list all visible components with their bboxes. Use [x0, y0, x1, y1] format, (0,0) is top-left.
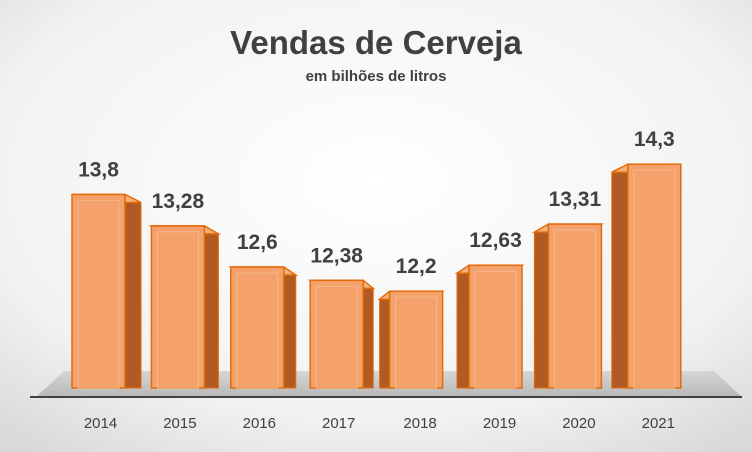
bar-front-2021	[627, 163, 682, 389]
x-tick-label-2015: 2015	[163, 415, 196, 432]
bar-front-2017	[309, 279, 364, 389]
bar-2015	[148, 225, 222, 389]
bar-front-2020	[547, 223, 603, 389]
bar-front-2015	[150, 225, 206, 389]
data-label-2020: 13,31	[549, 188, 602, 211]
x-tick-label-2021: 2021	[642, 415, 675, 432]
data-label-2018: 12,2	[396, 255, 437, 278]
bar-2017	[308, 279, 376, 389]
bar-side-2017	[362, 279, 374, 389]
bar-front-2018	[388, 290, 444, 389]
bar-side-2018	[379, 290, 391, 389]
data-label-2015: 13,28	[152, 190, 205, 213]
bar-highlight-2014	[77, 199, 120, 389]
bar-highlight-2015	[156, 231, 199, 389]
bar-2020	[531, 223, 605, 389]
data-label-2014: 13,8	[78, 158, 119, 181]
bar-highlight-2017	[315, 285, 358, 389]
chart-title: Vendas de Cerveja	[230, 24, 522, 61]
bar-side-2014	[124, 193, 142, 389]
bar-side-2016	[283, 266, 297, 389]
x-tick-label-2018: 2018	[403, 415, 436, 432]
data-label-2019: 12,63	[469, 229, 522, 252]
x-tick-label-2017: 2017	[322, 415, 355, 432]
bar-highlight-2019	[474, 270, 517, 389]
bar-front-2014	[71, 193, 126, 389]
bar-front-2019	[468, 264, 523, 389]
bar-side-2020	[533, 223, 549, 389]
bar-highlight-2016	[236, 272, 279, 389]
x-axis-tick-labels: 2014 2015 2016 2017 2018 2019 2020 2021	[84, 415, 675, 432]
x-tick-label-2019: 2019	[483, 415, 516, 432]
bar-side-2021	[611, 163, 629, 389]
bar-2018	[377, 290, 445, 389]
data-label-2021: 14,3	[634, 128, 675, 151]
x-tick-label-2020: 2020	[562, 415, 595, 432]
bar-2021	[611, 163, 682, 389]
bar-2016	[228, 266, 299, 389]
x-tick-label-2016: 2016	[243, 415, 276, 432]
bar-2019	[454, 264, 525, 389]
bar-series: 13,8 13,28 12,6 12,38 12,2 12,63 13,31 14,3	[71, 128, 682, 389]
bar-side-2015	[203, 225, 219, 389]
data-label-2016: 12,6	[237, 231, 278, 254]
data-label-2017: 12,38	[310, 244, 363, 267]
bar-highlight-2018	[395, 296, 438, 389]
bar-side-2019	[456, 264, 470, 389]
x-tick-label-2014: 2014	[84, 415, 117, 432]
bar-highlight-2021	[633, 169, 676, 389]
bar-2014	[71, 193, 142, 389]
bar-front-2016	[230, 266, 285, 389]
bar-highlight-2020	[553, 229, 596, 389]
chart-subtitle: em bilhões de litros	[306, 68, 447, 85]
